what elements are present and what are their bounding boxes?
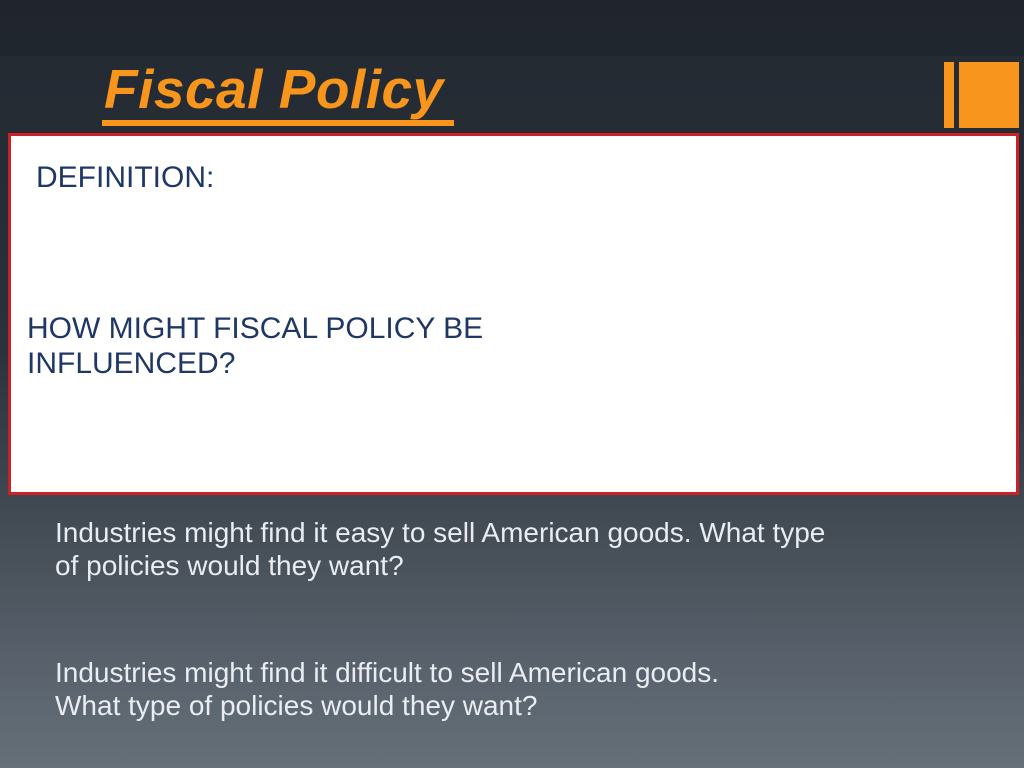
definition-label: DEFINITION:	[36, 161, 215, 194]
prompt-easy-goods: Industries might find it easy to sell Am…	[55, 516, 825, 582]
top-band-decoration	[0, 0, 1024, 57]
prompt-easy-line1: Industries might find it easy to sell Am…	[55, 517, 826, 548]
question-heading-line1: HOW MIGHT FISCAL POLICY BE	[27, 312, 484, 345]
prompt-easy-line2: of policies would they want?	[55, 550, 404, 581]
prompt-difficult-line2: What type of policies would they want?	[55, 690, 538, 721]
slide-title: Fiscal Policy	[102, 62, 454, 126]
prompt-difficult-goods: Industries might find it difficult to se…	[55, 656, 719, 722]
definition-box: DEFINITION: HOW MIGHT FISCAL POLICY BE I…	[8, 133, 1019, 495]
question-heading: HOW MIGHT FISCAL POLICY BE INFLUENCED?	[27, 311, 483, 381]
question-heading-line2: INFLUENCED?	[27, 347, 236, 380]
corner-accent-block	[959, 62, 1019, 128]
prompt-difficult-line1: Industries might find it difficult to se…	[55, 657, 720, 688]
corner-accent-thin-bar	[944, 62, 954, 128]
